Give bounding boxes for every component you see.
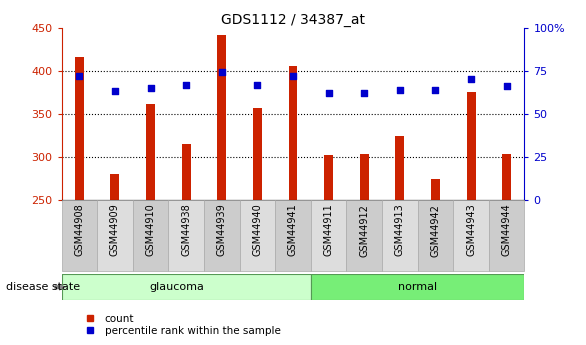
Point [395,87,404,92]
Text: GSM44939: GSM44939 [217,204,227,256]
Point [502,83,512,89]
Bar [418,200,453,271]
Bar [62,200,97,271]
Text: GSM44909: GSM44909 [110,204,120,256]
Point [431,87,440,92]
Bar [382,200,418,271]
Bar [133,200,168,271]
Point [324,90,333,96]
Title: GDS1112 / 34387_at: GDS1112 / 34387_at [221,12,365,27]
Text: disease state: disease state [6,282,80,292]
Text: GSM44912: GSM44912 [359,204,369,257]
Point [110,89,120,94]
Bar [275,200,311,271]
Legend: count, percentile rank within the sample: count, percentile rank within the sample [76,310,285,340]
Text: normal: normal [398,282,437,292]
Bar [182,144,190,200]
Bar [311,274,524,300]
Bar [62,274,311,300]
Bar [204,200,240,271]
Bar [466,92,475,200]
Point [146,85,155,91]
Bar [75,57,84,200]
Point [466,77,476,82]
Point [74,73,84,79]
Point [360,90,369,96]
Bar [396,136,404,200]
Text: GSM44913: GSM44913 [395,204,405,256]
Text: GSM44943: GSM44943 [466,204,476,256]
Bar [453,200,489,271]
Text: GSM44910: GSM44910 [145,204,155,256]
Text: glaucoma: glaucoma [150,282,205,292]
Bar [489,200,524,271]
Bar [168,200,204,271]
Bar [97,200,133,271]
Text: GSM44911: GSM44911 [323,204,333,256]
Bar [217,34,226,200]
Text: GSM44944: GSM44944 [502,204,512,256]
Point [182,82,191,87]
Text: GSM44940: GSM44940 [253,204,263,256]
Bar [288,66,298,200]
Bar [240,200,275,271]
Bar [346,200,382,271]
Bar [253,108,262,200]
Bar [431,179,440,200]
Bar [360,155,369,200]
Text: GSM44942: GSM44942 [431,204,441,257]
Bar [502,155,511,200]
Point [217,70,226,75]
Text: GSM44908: GSM44908 [74,204,84,256]
Text: GSM44938: GSM44938 [181,204,191,256]
Bar [146,104,155,200]
Point [288,73,298,79]
Bar [311,200,346,271]
Bar [324,155,333,200]
Point [253,82,262,87]
Text: GSM44941: GSM44941 [288,204,298,256]
Bar [111,174,120,200]
